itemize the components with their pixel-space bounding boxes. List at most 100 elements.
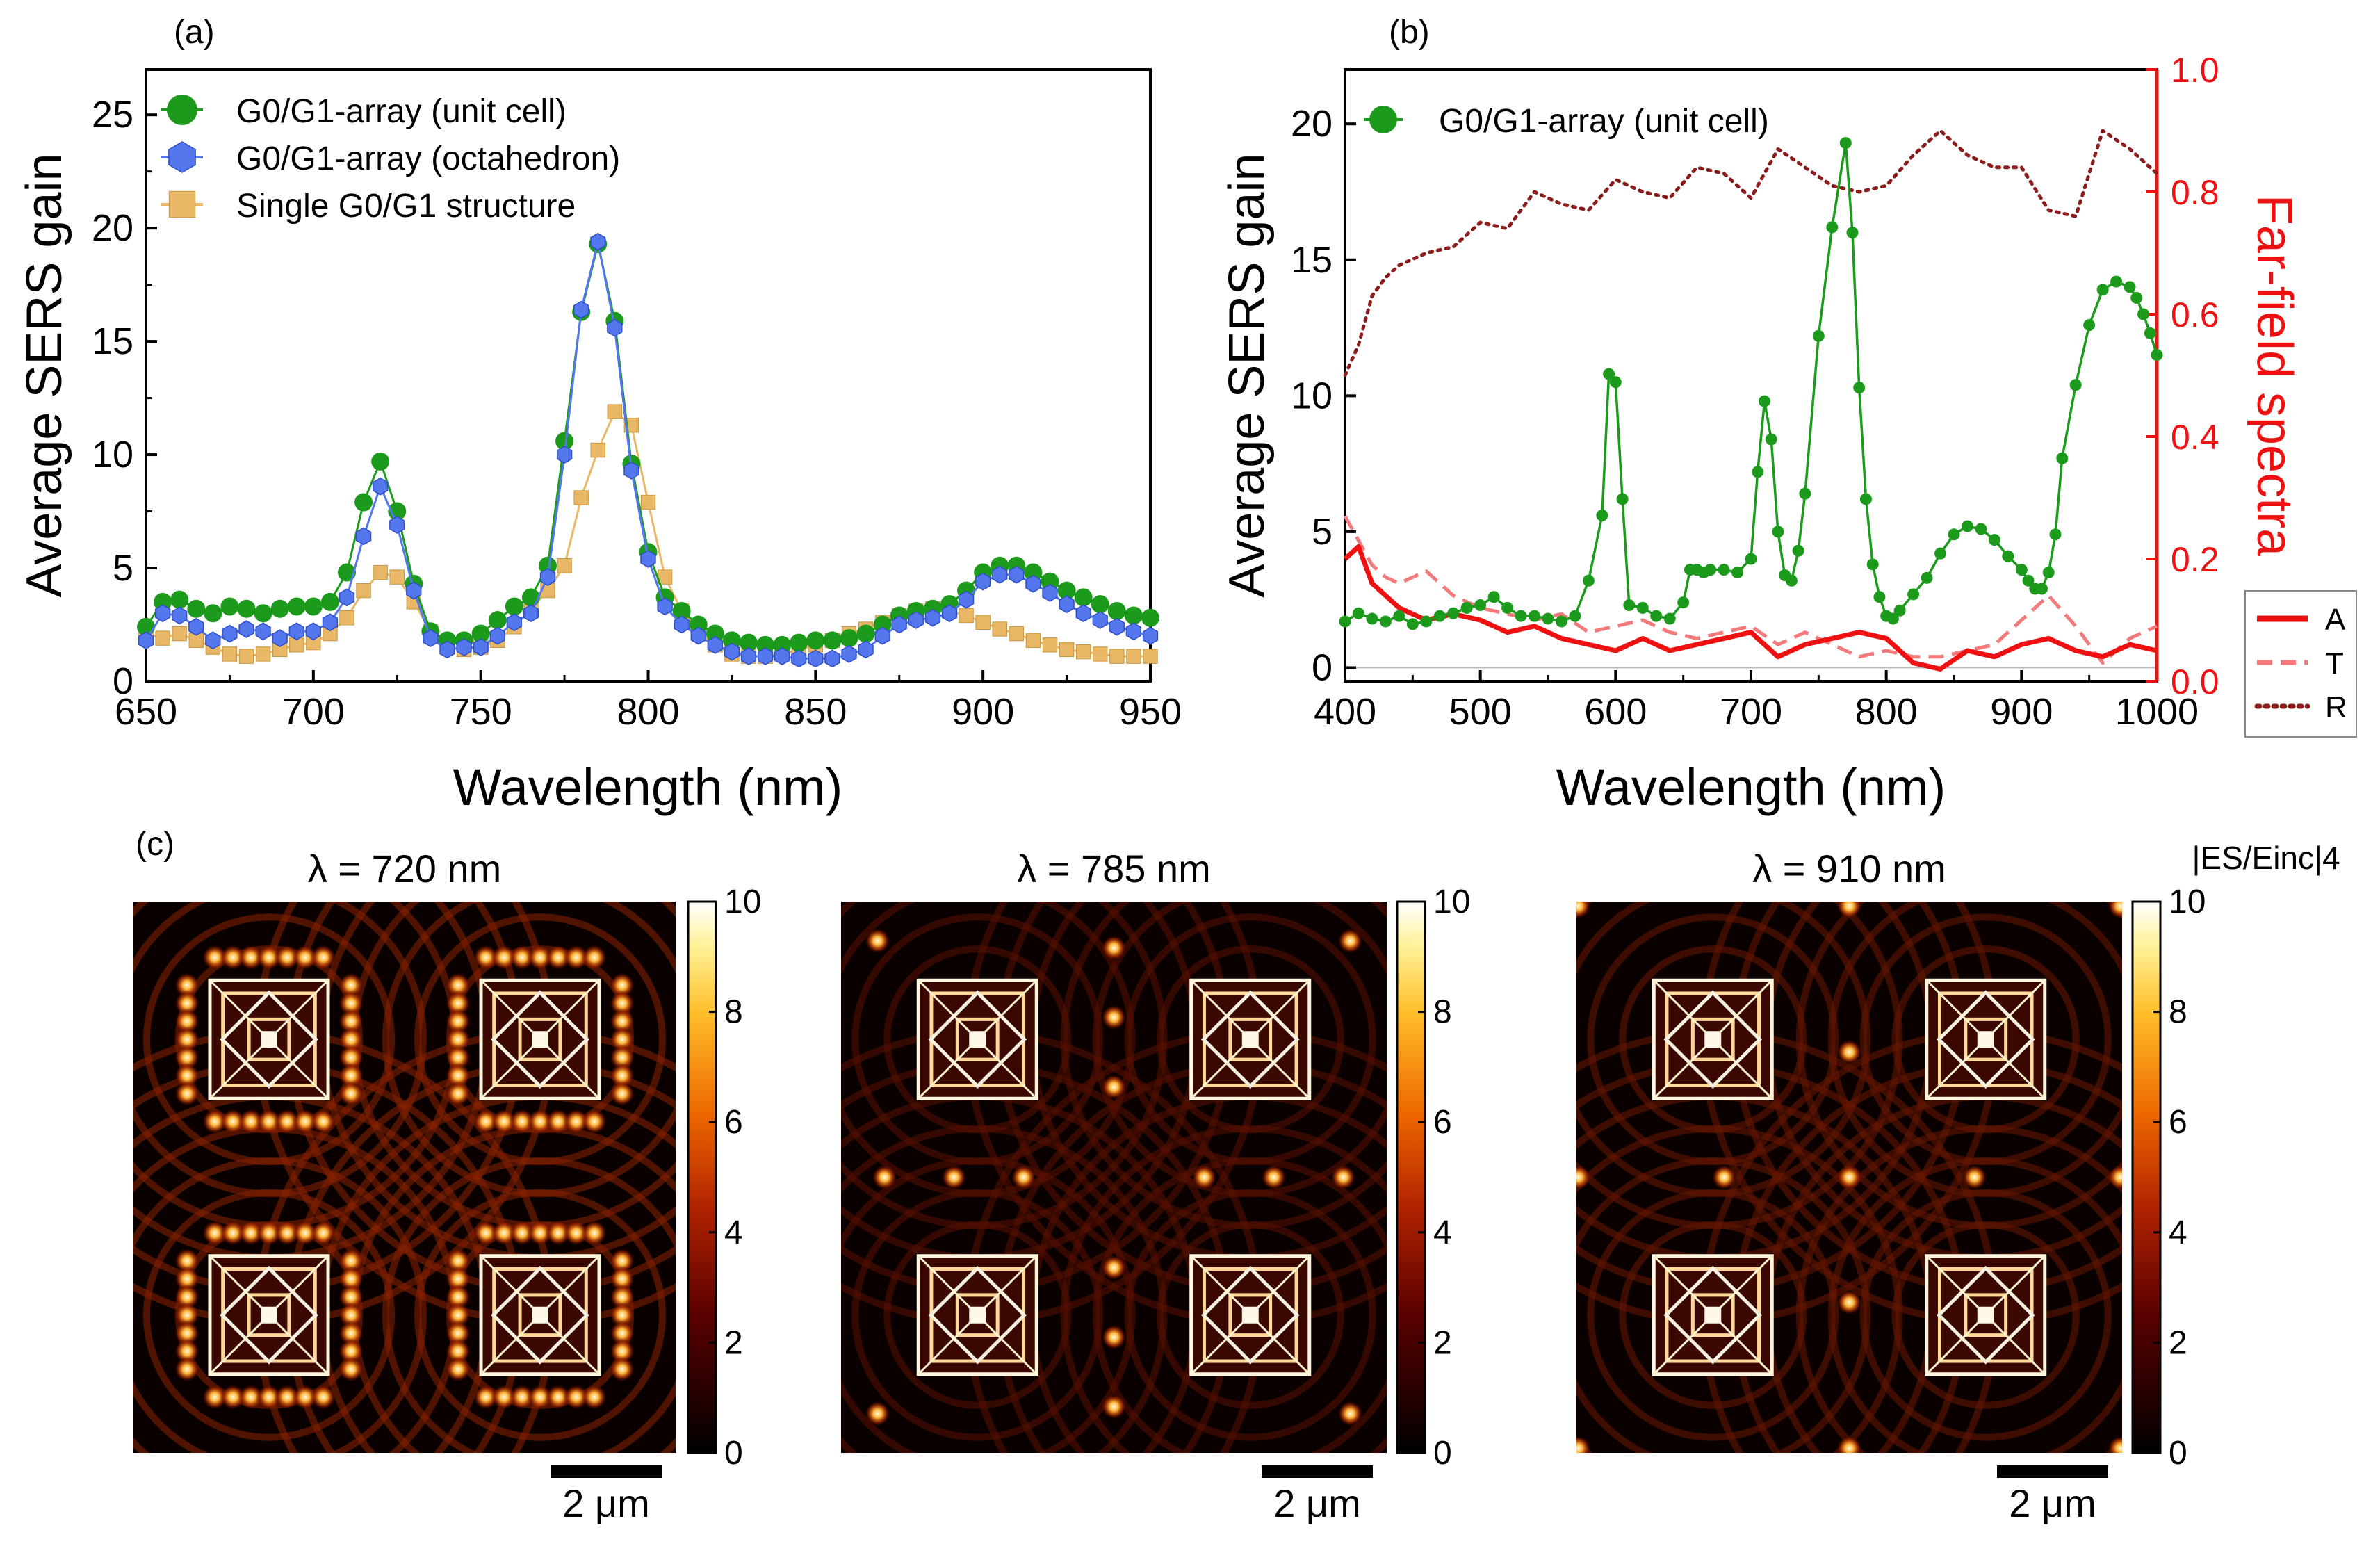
x-tick-label: 650 (115, 691, 177, 733)
legend-marker (168, 190, 196, 218)
heatmap-title: λ = 785 nm (1017, 847, 1211, 890)
data-point (1009, 626, 1025, 642)
data-point (1873, 591, 1886, 603)
structure-ring (955, 1293, 1000, 1337)
field-ring (1576, 1125, 1903, 1453)
data-point (1075, 604, 1091, 623)
y-tick-label: 5 (1312, 511, 1332, 553)
structure-ring (247, 1293, 291, 1337)
field-ring (1060, 1125, 1387, 1453)
field-ring (382, 1157, 676, 1453)
structure-center (1241, 1306, 1259, 1324)
hot-spot (174, 1248, 199, 1274)
data-point (1555, 615, 1567, 628)
hot-spot (339, 1356, 364, 1382)
data-point (975, 572, 991, 591)
data-point (1515, 610, 1527, 622)
data-point (473, 638, 489, 656)
chart-b: 400 500 600 700 800 900 1000 0 5 10 15 20 0.0 0.2 0.4 0… (1219, 51, 2357, 816)
structure-ring (518, 1293, 562, 1337)
hot-spot (2108, 902, 2122, 919)
data-point (640, 550, 656, 568)
data-point (1352, 607, 1364, 619)
data-point (757, 647, 774, 665)
data-point (640, 494, 656, 510)
data-point (1752, 466, 1764, 478)
hot-spot (473, 1384, 498, 1410)
hot-spot (1576, 1164, 1591, 1190)
data-point (371, 452, 390, 471)
x-tick-label: 600 (1584, 691, 1647, 733)
data-point (1125, 622, 1142, 641)
data-point (456, 638, 472, 656)
colorbar-tick-label: 10 (1433, 884, 1470, 920)
hot-spot (311, 1220, 336, 1246)
legend-label: R (2325, 690, 2347, 724)
data-point (304, 597, 323, 616)
data-point (154, 592, 172, 611)
hot-spot (1836, 1289, 1862, 1315)
data-point (1059, 595, 1075, 614)
data-point (840, 629, 858, 648)
scale-bar-label: 2 μm (1273, 1481, 1361, 1525)
chart-b-plot-area (1344, 68, 2158, 683)
hot-spot (1101, 1004, 1127, 1030)
x-tick-label: 700 (1720, 691, 1782, 733)
data-point (155, 630, 170, 646)
colorbar-gradient (1396, 900, 1426, 1454)
data-point (254, 604, 272, 623)
hot-spot (446, 991, 471, 1016)
scale-bar (1997, 1465, 2108, 1478)
chart-b-legend: G0/G1-array (unit cell) ATR (1364, 103, 2357, 738)
chart-b-ylabel: Average SERS gain (1219, 153, 1275, 597)
x-tick-label: 500 (1449, 691, 1512, 733)
hot-spot (491, 1109, 516, 1134)
hot-spot (446, 1302, 471, 1328)
data-point (272, 629, 288, 647)
data-point (1126, 649, 1141, 664)
data-point (707, 636, 723, 654)
data-point (1091, 595, 1109, 614)
colorbar-tick-label: 4 (1433, 1214, 1452, 1251)
data-point (1853, 382, 1866, 394)
data-point (1677, 596, 1690, 609)
hot-spot (610, 1009, 635, 1034)
data-point (689, 615, 708, 634)
hot-spot (202, 1384, 227, 1410)
hot-spot (546, 1109, 571, 1134)
hot-spot (446, 1356, 471, 1382)
hot-spot (339, 1248, 364, 1274)
data-point (1569, 610, 1581, 622)
colorbar-tick-label: 0 (2169, 1435, 2187, 1472)
structure-ring (1228, 1017, 1273, 1061)
hot-spot (564, 945, 589, 970)
hot-spot (174, 1009, 199, 1034)
data-point (1704, 564, 1717, 576)
x-tick-label: 800 (1855, 691, 1918, 733)
structure-ring (955, 1017, 1000, 1061)
data-point (1934, 547, 1947, 560)
data-point (1839, 137, 1852, 149)
hot-spot (546, 945, 571, 970)
data-point (339, 588, 355, 607)
chart-b-ticks: 400 500 600 700 800 900 1000 0 5 10 15 20 0.0 0.2 0.4 0… (1291, 51, 2219, 733)
data-point (808, 649, 824, 668)
hot-spot (491, 945, 516, 970)
data-point (187, 599, 206, 618)
hot-spot (174, 1302, 199, 1328)
hot-spot (339, 1284, 364, 1310)
data-point (1663, 612, 1676, 625)
data-point (238, 620, 254, 638)
data-point (439, 640, 455, 659)
hot-spot (1962, 1164, 1987, 1190)
data-point (1650, 610, 1663, 622)
data-point (1893, 604, 1906, 617)
data-point (2110, 275, 2123, 288)
data-point (1799, 487, 1811, 500)
data-point (1009, 565, 1025, 584)
hot-spot (238, 1384, 263, 1410)
data-point (1812, 329, 1825, 342)
data-point (874, 626, 890, 645)
y-tick-label: 10 (1291, 375, 1332, 416)
data-point (1024, 563, 1043, 582)
